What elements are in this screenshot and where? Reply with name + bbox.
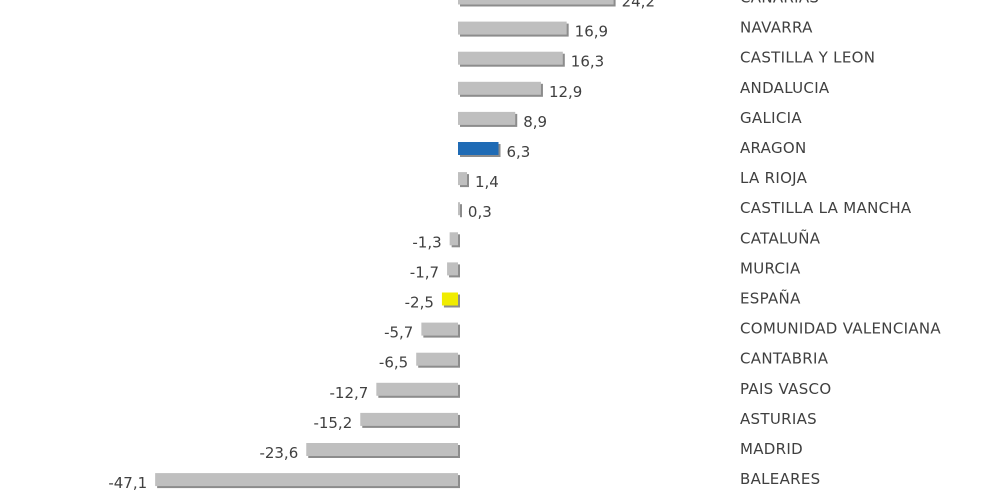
value-label: -2,5: [405, 294, 434, 312]
category-label: CATALUÑA: [740, 228, 821, 247]
category-label: MURCIA: [740, 259, 801, 277]
value-label: -5,7: [384, 324, 413, 342]
bar: [421, 322, 458, 336]
value-label: -6,5: [379, 354, 408, 372]
category-label: NAVARRA: [740, 19, 813, 37]
bar: [306, 443, 458, 456]
category-label: CASTILLA LA MANCHA: [740, 199, 912, 217]
bar: [416, 352, 458, 366]
category-label: CANARIAS: [740, 0, 819, 7]
value-label: -1,3: [412, 233, 441, 251]
value-label: 12,9: [549, 83, 582, 101]
value-label: 16,3: [571, 53, 604, 71]
category-label: CASTILLA Y LEON: [740, 49, 875, 67]
value-label: 16,9: [575, 23, 608, 41]
bar: [360, 412, 458, 426]
value-label: -1,7: [410, 263, 439, 281]
bar: [458, 172, 468, 186]
category-label: BALEARES: [740, 470, 820, 488]
bar: [376, 382, 458, 396]
bar: [458, 51, 563, 65]
value-label: -12,7: [330, 384, 369, 402]
category-label: MADRID: [740, 440, 803, 458]
bar: [447, 262, 458, 276]
category-label: CANTABRIA: [740, 350, 829, 368]
bar: [441, 292, 458, 306]
category-label: PAIS VASCO: [740, 380, 831, 398]
bar: [458, 81, 541, 95]
value-label: -23,6: [259, 444, 298, 462]
bar: [458, 21, 567, 35]
category-label: ANDALUCIA: [740, 79, 830, 97]
bar: [155, 473, 458, 487]
category-label: GALICIA: [740, 109, 802, 127]
bar: [458, 0, 614, 5]
bar-shadow: [460, 204, 462, 218]
value-label: 1,4: [475, 173, 499, 191]
value-label: 24,2: [622, 0, 655, 11]
category-label: ASTURIAS: [740, 410, 817, 428]
category-label: LA RIOJA: [740, 169, 808, 187]
value-label: 0,3: [468, 203, 492, 221]
value-label: -47,1: [108, 474, 147, 491]
bar: [449, 232, 458, 246]
bar: [458, 111, 516, 125]
value-label: 8,9: [523, 113, 547, 131]
bar: [458, 142, 499, 155]
bar: [458, 202, 460, 216]
category-label: COMUNIDAD VALENCIANA: [740, 320, 941, 338]
value-label: 6,3: [507, 143, 531, 161]
category-label: ARAGON: [740, 139, 807, 157]
value-label: -15,2: [313, 414, 352, 432]
category-label: ESPAÑA: [740, 289, 801, 308]
